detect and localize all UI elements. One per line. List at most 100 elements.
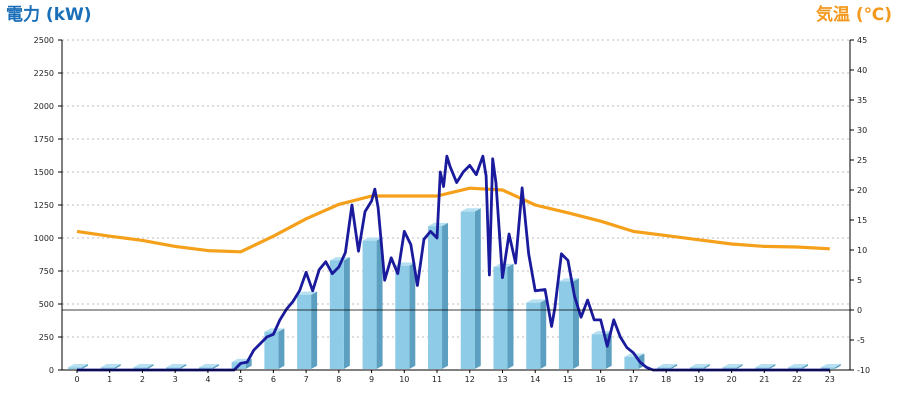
x-tick-label: 16: [596, 375, 606, 384]
bar: [166, 364, 187, 369]
bar-side: [147, 364, 154, 369]
x-tick-label: 22: [792, 375, 802, 384]
left-tick-label: 1250: [34, 201, 54, 210]
bar: [722, 364, 743, 369]
axes: 02505007501000125015001750200022502500-1…: [34, 36, 870, 384]
power-line: [77, 154, 830, 372]
bar-side: [343, 257, 350, 369]
bar-front: [362, 240, 377, 369]
bar: [689, 364, 710, 369]
bar-top: [755, 364, 776, 368]
left-tick-label: 2500: [34, 36, 54, 45]
bar-side: [376, 237, 383, 369]
bar-front: [820, 367, 835, 369]
bar-top: [526, 299, 547, 303]
temperature-line: [76, 186, 830, 254]
bar-front: [133, 367, 148, 369]
bar-side: [540, 299, 547, 369]
bar: [493, 263, 514, 369]
bar-front: [166, 367, 181, 369]
power-line-series: [77, 154, 830, 372]
bar-side: [442, 222, 449, 369]
bar-top: [788, 364, 809, 368]
x-tick-label: 14: [530, 375, 540, 384]
bar-side: [409, 262, 416, 369]
bar: [297, 291, 318, 369]
x-tick-label: 0: [74, 375, 79, 384]
x-tick-label: 9: [369, 375, 374, 384]
bar-front: [100, 367, 115, 369]
right-tick-label: 25: [857, 156, 867, 165]
bar-side: [82, 364, 88, 369]
bar: [428, 222, 449, 369]
bar-top: [329, 257, 350, 261]
left-tick-label: 250: [39, 333, 54, 342]
left-tick-label: 1750: [34, 135, 54, 144]
bar-front: [493, 267, 508, 369]
bar: [329, 257, 350, 369]
bar-front: [329, 260, 344, 369]
bar-top: [591, 331, 612, 335]
bar-side: [671, 364, 678, 369]
bar-front: [395, 265, 410, 369]
bar-front: [755, 367, 770, 369]
bar: [788, 364, 809, 369]
left-tick-label: 0: [49, 366, 54, 375]
bar-front: [657, 367, 672, 369]
bar: [657, 364, 678, 369]
x-tick-label: 13: [497, 375, 507, 384]
bar-front: [591, 334, 606, 369]
bar: [558, 278, 579, 369]
bar-top: [133, 364, 154, 368]
x-tick-label: 5: [238, 375, 243, 384]
bar-top: [689, 364, 710, 368]
bar: [68, 364, 88, 369]
bar-top: [460, 208, 481, 212]
bar: [755, 364, 776, 369]
temperature-series: [76, 186, 830, 254]
left-tick-label: 750: [39, 267, 54, 276]
bar: [100, 364, 121, 369]
grid-layer: [62, 39, 850, 338]
right-tick-label: -10: [857, 366, 870, 375]
bar-side: [278, 328, 285, 369]
left-tick-label: 1500: [34, 168, 54, 177]
bar: [460, 208, 481, 369]
left-tick-label: 500: [39, 300, 54, 309]
bar-side: [311, 291, 318, 369]
bar-side: [802, 364, 809, 369]
bar-side: [507, 263, 514, 369]
bar: [362, 237, 383, 369]
right-tick-label: 45: [857, 36, 867, 45]
right-tick-label: 40: [857, 66, 867, 75]
bar-top: [722, 364, 743, 368]
right-tick-label: 15: [857, 216, 867, 225]
left-tick-label: 2250: [34, 69, 54, 78]
bar-top: [198, 364, 219, 368]
bar-top: [362, 237, 383, 241]
left-tick-label: 2000: [34, 102, 54, 111]
x-tick-label: 1: [107, 375, 112, 384]
x-tick-label: 3: [173, 375, 178, 384]
x-tick-label: 8: [336, 375, 341, 384]
x-tick-label: 19: [694, 375, 704, 384]
bar: [820, 364, 841, 369]
x-tick-label: 18: [661, 375, 671, 384]
x-tick-label: 17: [628, 375, 638, 384]
right-tick-label: 0: [857, 306, 862, 315]
bar-front: [722, 367, 737, 369]
bar: [133, 364, 154, 369]
bar-top: [68, 364, 88, 368]
bar-front: [68, 367, 82, 369]
bar-side: [114, 364, 121, 369]
bar-top: [820, 364, 841, 368]
right-tick-label: 35: [857, 96, 867, 105]
bar: [198, 364, 219, 369]
bar-top: [166, 364, 187, 368]
bar-front: [624, 356, 639, 369]
right-tick-label: 30: [857, 126, 867, 135]
bar-side: [834, 364, 841, 369]
right-axis-title: 気温 (℃): [815, 5, 892, 25]
bar-top: [297, 291, 318, 295]
x-tick-label: 21: [759, 375, 769, 384]
